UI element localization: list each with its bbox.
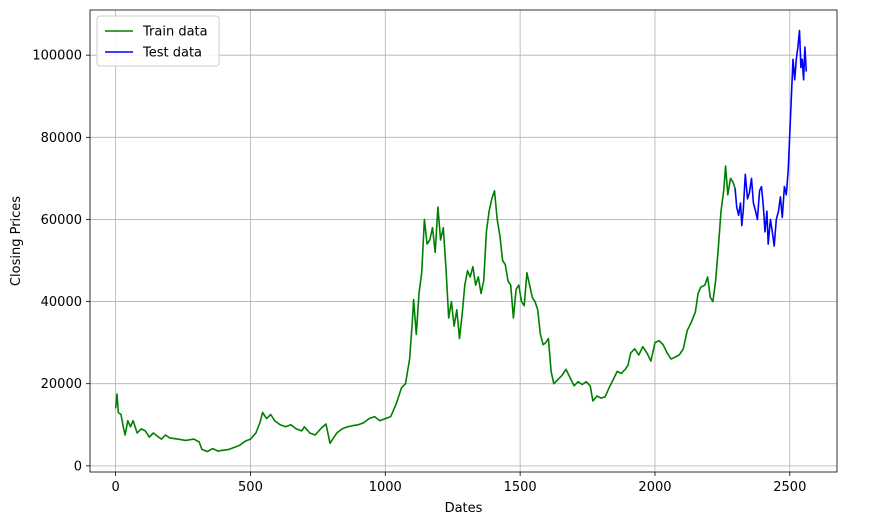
- legend: Train data Test data: [96, 15, 220, 67]
- axis-ticks: 0 500 1000 1500 2000 2500 0 20000 40000 60000 8000…: [32, 49, 806, 495]
- series-line-train: [114, 165, 736, 453]
- x-tick-label: 1500: [504, 480, 537, 495]
- y-tick-label: 80000: [41, 131, 82, 146]
- x-tick-label: 1000: [369, 480, 402, 495]
- series-line-test: [734, 29, 808, 247]
- y-tick-label: 20000: [41, 377, 82, 392]
- y-tick-label: 60000: [41, 213, 82, 228]
- grid-lines: [90, 10, 837, 472]
- plot-frame: [89, 9, 838, 473]
- legend-entry-test: Test data: [142, 46, 202, 61]
- legend-entry-train: Train data: [142, 25, 208, 40]
- y-tick-label: 100000: [32, 49, 82, 64]
- x-tick-label: 2000: [638, 480, 671, 495]
- y-tick-label: 40000: [41, 295, 82, 310]
- series-layer: [114, 29, 808, 453]
- x-axis-label: Dates: [445, 501, 483, 516]
- x-tick-label: 0: [111, 480, 119, 495]
- x-tick-label: 2500: [773, 480, 806, 495]
- y-tick-label: 0: [74, 459, 82, 474]
- legend-box: [96, 15, 220, 67]
- y-axis-label: Closing Prices: [9, 196, 24, 286]
- x-tick-label: 500: [238, 480, 263, 495]
